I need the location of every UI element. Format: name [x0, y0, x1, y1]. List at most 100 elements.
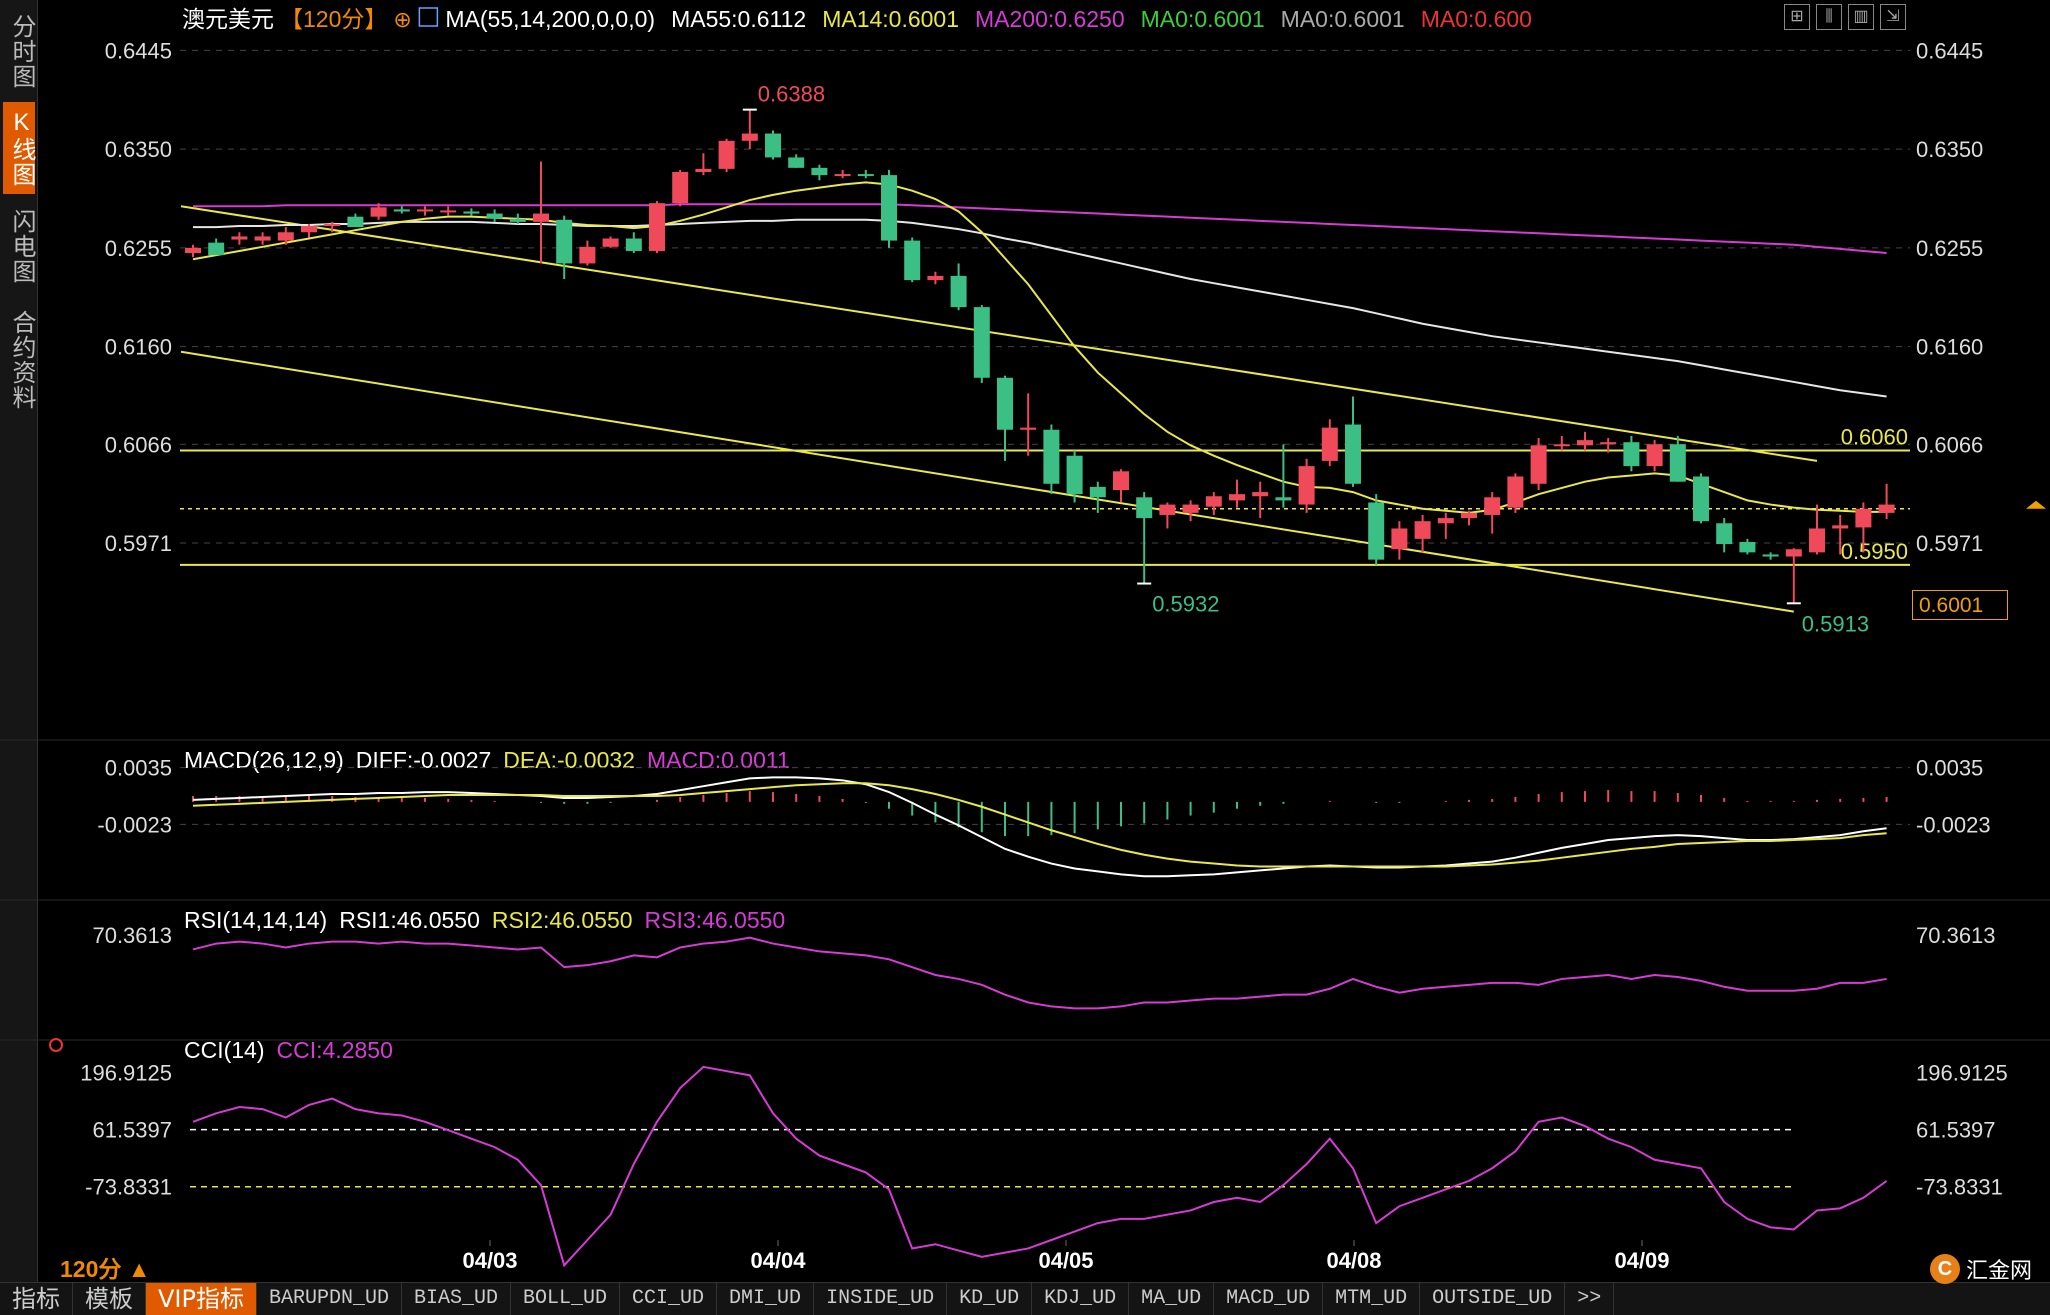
- toolbar-icons: ⊞ ⫼ ▥ ⇲: [1784, 4, 1906, 30]
- candle-body: [486, 213, 503, 219]
- candle-body: [927, 275, 944, 281]
- tab-flash[interactable]: 闪电图: [8, 208, 35, 284]
- candle-body: [1182, 504, 1199, 513]
- bars-icon[interactable]: ⫼: [1816, 4, 1842, 30]
- tab-contract-info[interactable]: 合约资料: [8, 310, 35, 410]
- kline-chart[interactable]: 0.6445 0.6445 0.6350 0.6350 0.6255 0.6255 0.61…: [0, 0, 2050, 1282]
- btn-barupdn[interactable]: BARUPDN_UD: [257, 1283, 402, 1315]
- logo-icon: C: [1930, 1254, 1960, 1284]
- export-icon[interactable]: ⇲: [1880, 4, 1906, 30]
- y-tick-left: 0.6160: [105, 335, 172, 360]
- indicator-bar: 指标 模板 VIP指标 BARUPDN_UD BIAS_UD BOLL_UD C…: [0, 1282, 2050, 1315]
- candle-body: [1321, 427, 1338, 461]
- btn-template[interactable]: 模板: [73, 1283, 146, 1315]
- x-tick-label: 04/03: [462, 1248, 517, 1273]
- candle-body: [997, 377, 1013, 430]
- logo-text: 汇金网: [1966, 1258, 2033, 1283]
- candle-body: [1437, 518, 1454, 524]
- x-tick-label: 04/04: [750, 1248, 806, 1273]
- header-label: 【120分】: [280, 6, 387, 32]
- btn-inside[interactable]: INSIDE_UD: [814, 1283, 948, 1315]
- candle-body: [1043, 429, 1060, 484]
- period-selector[interactable]: 120分 ▲: [60, 1250, 151, 1284]
- candle-body: [834, 174, 851, 177]
- candle-body: [1089, 486, 1106, 498]
- btn-mtm[interactable]: MTM_UD: [1323, 1283, 1421, 1315]
- btn-kdj[interactable]: KDJ_UD: [1032, 1283, 1130, 1315]
- candle-body: [1461, 512, 1477, 519]
- candle-body: [1855, 508, 1872, 528]
- y-tick-right: 0.0035: [1916, 756, 1983, 781]
- y-tick-left: 0.6445: [105, 38, 172, 63]
- btn-boll[interactable]: BOLL_UD: [511, 1283, 621, 1315]
- btn-more[interactable]: >>: [1565, 1283, 1615, 1315]
- candle-body: [1577, 440, 1593, 446]
- tab-timeshare[interactable]: 分时图: [8, 13, 35, 89]
- candle-body: [904, 240, 921, 281]
- btn-macd[interactable]: MACD_UD: [1214, 1283, 1324, 1315]
- btn-kd[interactable]: KD_UD: [947, 1283, 1033, 1315]
- candle-body: [463, 211, 480, 214]
- candle-body: [1507, 476, 1524, 508]
- annotation-label: 0.6388: [758, 82, 825, 107]
- annotation-label: 0.5932: [1152, 592, 1219, 617]
- level-label: 0.6060: [1841, 425, 1908, 450]
- last-price-tag: 0.6001: [1912, 590, 2008, 620]
- legend-item: MA14:0.6001: [822, 6, 959, 32]
- candle-body: [347, 216, 364, 228]
- rsi-legend: RSI(14,14,14): [184, 907, 327, 933]
- candle-body: [509, 218, 526, 222]
- candle-body: [254, 236, 271, 241]
- macd-legend: MACD(26,12,9): [184, 747, 344, 773]
- btn-ma[interactable]: MA_UD: [1129, 1283, 1215, 1315]
- annotation-label: 0.5913: [1802, 611, 1869, 636]
- candle-body: [417, 209, 433, 212]
- btn-vip-indicator[interactable]: VIP指标: [146, 1283, 257, 1315]
- candle-body: [672, 171, 689, 204]
- candle-body: [1739, 541, 1756, 553]
- macd-legend: DIFF:-0.0027: [356, 747, 492, 773]
- candle-body: [1159, 504, 1176, 515]
- y-tick-left: 0.0035: [105, 756, 172, 781]
- candle-body: [973, 307, 990, 378]
- macd-legend: DEA:-0.0032: [503, 747, 635, 773]
- btn-cci[interactable]: CCI_UD: [620, 1283, 718, 1315]
- btn-indicator[interactable]: 指标: [0, 1283, 73, 1315]
- btn-bias[interactable]: BIAS_UD: [402, 1283, 512, 1315]
- macd-legend: MACD:0.0011: [647, 747, 790, 773]
- candle-body: [1785, 549, 1802, 557]
- candle-body: [1669, 444, 1686, 482]
- rsi-line: [192, 936, 1887, 1010]
- candle-body: [649, 203, 665, 251]
- legend-item: MA55:0.6112: [671, 6, 806, 32]
- cci-legend: CCI:4.2850: [277, 1037, 393, 1063]
- caret-up-icon: ▲: [127, 1256, 151, 1282]
- grid-icon[interactable]: ⊞: [1784, 4, 1810, 30]
- candle-body: [1600, 442, 1617, 445]
- tab-kline[interactable]: K线图: [3, 102, 35, 194]
- period-label: 120分: [60, 1256, 122, 1282]
- rsi-legend: RSI2:46.0550: [492, 907, 633, 933]
- btn-outside[interactable]: OUTSIDE_UD: [1420, 1283, 1566, 1315]
- trend-line: [180, 205, 1818, 462]
- candle-body: [1391, 528, 1408, 550]
- candle-body: [277, 232, 294, 241]
- macd-diff-line: [192, 776, 1887, 878]
- candle-body: [788, 157, 805, 168]
- y-tick-left: -0.0023: [97, 812, 172, 837]
- candle-body: [1530, 445, 1547, 484]
- candle-icon[interactable]: ▥: [1848, 4, 1874, 30]
- candle-body: [324, 223, 341, 227]
- ma55-line: [193, 218, 1887, 398]
- chart-type-icon: [418, 7, 439, 27]
- add-icon: ⊕: [393, 7, 411, 32]
- candle-body: [440, 210, 457, 213]
- candle-body: [1716, 523, 1733, 545]
- btn-dmi[interactable]: DMI_UD: [717, 1283, 815, 1315]
- candle-body: [393, 209, 410, 212]
- legend-item: MA0:0.600: [1421, 6, 1532, 32]
- candle-body: [765, 133, 781, 158]
- candle-body: [1832, 525, 1849, 529]
- candle-body: [556, 219, 573, 264]
- candle-body: [1298, 466, 1315, 505]
